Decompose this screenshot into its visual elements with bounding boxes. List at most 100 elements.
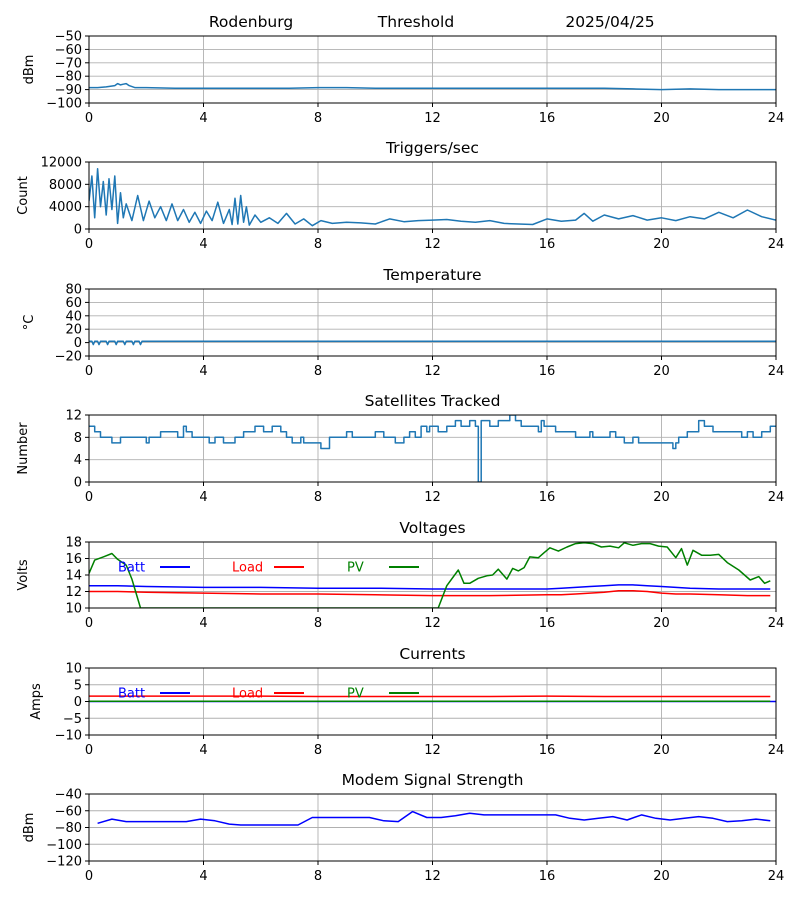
y-tick-label: 10: [65, 602, 82, 617]
x-tick-label: 8: [314, 237, 322, 252]
y-tick-label: 8: [74, 431, 82, 446]
y-tick-label: −80: [55, 70, 82, 85]
series-line-load: [89, 589, 771, 597]
y-tick-label: −90: [55, 83, 82, 98]
y-tick-label: 12: [65, 409, 82, 424]
x-tick-label: 16: [539, 111, 556, 126]
x-tick-label: 12: [424, 869, 441, 884]
x-tick-label: 0: [85, 616, 93, 631]
series-group: [89, 542, 771, 608]
x-tick-label: 4: [199, 111, 207, 126]
x-tick-label: 16: [539, 616, 556, 631]
x-tick-label: 20: [653, 743, 670, 758]
x-tick-label: 24: [768, 743, 785, 758]
x-tick-label: 20: [653, 616, 670, 631]
x-tick-label: 12: [424, 743, 441, 758]
x-tick-label: 4: [199, 616, 207, 631]
y-tick-label: 18: [65, 536, 82, 551]
y-tick-label: 20: [65, 323, 82, 338]
x-tick-label: 4: [199, 743, 207, 758]
legend-label-batt: Batt: [118, 561, 145, 576]
series-line: [89, 167, 776, 227]
y-tick-label: 8000: [49, 178, 82, 193]
x-tick-label: 8: [314, 111, 322, 126]
legend-label-load: Load: [232, 561, 263, 576]
y-tick-label: −100: [46, 97, 82, 112]
x-tick-label: 4: [199, 869, 207, 884]
x-tick-label: 24: [768, 111, 785, 126]
x-tick-label: 16: [539, 869, 556, 884]
x-tick-label: 12: [424, 364, 441, 379]
y-tick-label: 0: [74, 336, 82, 351]
chart-threshold: 0 4 8 12 16 20 24 −100−90−80−70−60−50 dBm: [22, 30, 784, 127]
series-line: [89, 82, 776, 91]
legend-label-batt: Batt: [118, 687, 145, 702]
x-tick-label: 16: [539, 237, 556, 252]
legend-label-pv: PV: [347, 687, 364, 702]
y-tick-label: −80: [55, 821, 82, 836]
legend-label-pv: PV: [347, 561, 364, 576]
y-tick-label: 0: [74, 476, 82, 491]
chart-title: Satellites Tracked: [365, 392, 501, 410]
y-tick-label: 16: [65, 552, 82, 567]
series-line: [89, 340, 776, 346]
y-axis-label: Count: [16, 176, 31, 215]
y-tick-label: 10: [65, 662, 82, 677]
x-tick-label: 24: [768, 490, 785, 505]
series-line: [89, 415, 776, 482]
chart-modem-signal: 0 4 8 12 16 20 24 −120 −100 −80 −60−40 dBm Modem Sig…: [22, 771, 784, 884]
series-line-pv: [89, 542, 771, 608]
y-tick-label: 12: [65, 585, 82, 600]
y-tick-label: 12000: [41, 156, 82, 171]
series-group: [89, 695, 776, 703]
header-site: Rodenburg: [209, 13, 293, 31]
x-tick-label: 8: [314, 869, 322, 884]
header-label: Threshold: [377, 13, 454, 31]
x-tick-label: 0: [85, 743, 93, 758]
y-tick-label: −50: [55, 30, 82, 45]
chart-title: Modem Signal Strength: [342, 771, 524, 789]
y-tick-label: −70: [55, 56, 82, 71]
y-tick-label: −10: [55, 729, 82, 744]
legend-label-load: Load: [232, 687, 263, 702]
x-tick-label: 24: [768, 237, 785, 252]
y-axis-label: Volts: [16, 559, 31, 591]
x-tick-label: 8: [314, 743, 322, 758]
x-tick-label: 16: [539, 490, 556, 505]
y-tick-label: 4: [74, 453, 82, 468]
header-date: 2025/04/25: [565, 13, 654, 31]
y-axis-label: dBm: [22, 813, 37, 843]
x-tick-label: 8: [314, 490, 322, 505]
x-tick-label: 20: [653, 869, 670, 884]
series-group: [89, 340, 776, 346]
y-axis-label: Number: [16, 422, 31, 475]
x-tick-label: 12: [424, 490, 441, 505]
x-tick-label: 4: [199, 364, 207, 379]
x-tick-label: 20: [653, 111, 670, 126]
y-tick-label: 0: [74, 223, 82, 238]
series-line-batt: [89, 584, 771, 590]
y-tick-label: −120: [46, 855, 82, 870]
x-tick-label: 0: [85, 111, 93, 126]
chart-title: Currents: [399, 645, 465, 663]
y-tick-label: −20: [55, 350, 82, 365]
y-axis-label: °C: [22, 315, 37, 331]
y-tick-label: 80: [65, 283, 82, 298]
x-tick-label: 16: [539, 743, 556, 758]
chart-satellites: 0 4 8 12 16 20 24 0 4 8 12 Number Satellites Tracked: [16, 392, 784, 505]
x-tick-label: 24: [768, 364, 785, 379]
x-tick-label: 24: [768, 869, 785, 884]
series-group: [97, 810, 771, 826]
chart-currents: 0 4 8 12 16 20 24 −10 −5 0 510 Amps Currents Batt Load…: [29, 645, 784, 758]
x-tick-label: 20: [653, 490, 670, 505]
series-line: [97, 810, 771, 826]
x-tick-label: 0: [85, 237, 93, 252]
x-tick-label: 20: [653, 237, 670, 252]
x-tick-label: 12: [424, 111, 441, 126]
x-tick-label: 0: [85, 869, 93, 884]
y-tick-label: −60: [55, 43, 82, 58]
series-group: [89, 82, 776, 91]
